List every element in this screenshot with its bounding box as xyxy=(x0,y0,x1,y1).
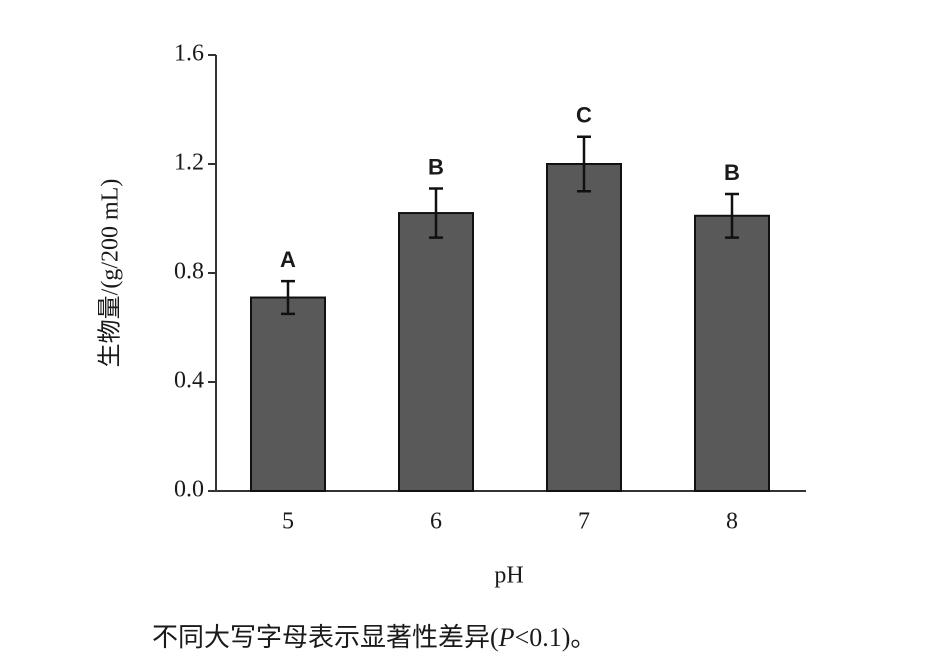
significance-label: A xyxy=(280,247,296,272)
footnote: 不同大写字母表示显著性差异(P<0.1)。 xyxy=(152,623,596,652)
x-tick-label: 5 xyxy=(282,509,294,535)
bar xyxy=(250,296,326,492)
y-tick-label: 0.0 xyxy=(174,477,204,503)
x-tick-label: 8 xyxy=(726,509,738,535)
y-axis-label: 生物量/(g/200 mL) xyxy=(97,179,124,368)
x-tick-label: 7 xyxy=(578,509,590,535)
y-tick-label: 1.6 xyxy=(174,41,204,67)
error-bar xyxy=(281,279,295,316)
y-tick-label: 0.4 xyxy=(174,368,204,394)
bar xyxy=(694,214,770,492)
x-tick-label: 6 xyxy=(430,509,442,535)
y-tick-label: 1.2 xyxy=(174,150,204,176)
error-bar xyxy=(725,192,739,239)
significance-label: B xyxy=(428,154,444,179)
x-axis-label: pH xyxy=(494,563,523,589)
footnote-text: <0.1)。 xyxy=(515,623,597,652)
bar xyxy=(546,163,622,492)
significance-label: C xyxy=(576,103,592,128)
error-bar xyxy=(577,135,591,193)
footnote-text: P xyxy=(498,623,515,652)
footnote-text: 不同大写字母表示显著性差异( xyxy=(152,623,499,652)
significance-label: B xyxy=(724,160,740,185)
y-tick-label: 0.8 xyxy=(174,259,204,285)
bar xyxy=(398,212,474,493)
error-bar xyxy=(429,187,443,239)
